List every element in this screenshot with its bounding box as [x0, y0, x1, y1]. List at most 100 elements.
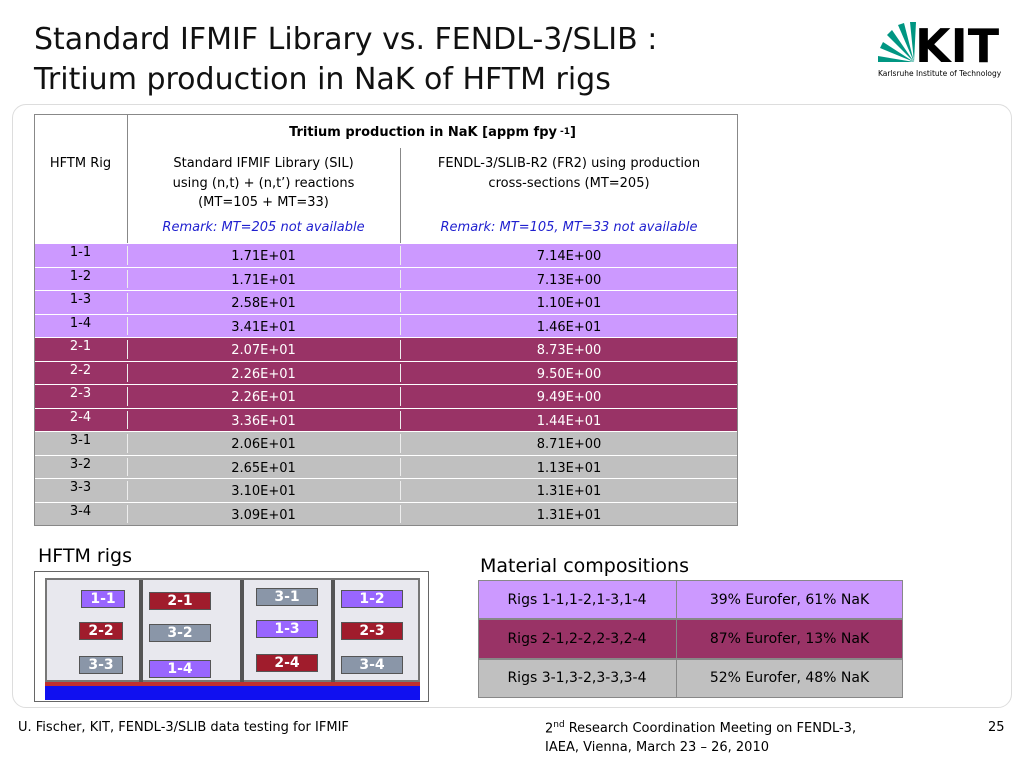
table-row	[35, 360, 737, 384]
divider	[400, 481, 401, 500]
divider	[127, 340, 128, 359]
value-cell: 7.14E+00	[536, 249, 602, 265]
divider	[127, 246, 128, 265]
table-row	[35, 454, 737, 478]
column-header: cross-sections (MT=205)	[488, 175, 650, 191]
footer-line1: Research Coordination Meeting on FENDL-3…	[568, 721, 857, 737]
divider	[400, 457, 401, 476]
group-header-text: Tritium production in NaK [appm fpy	[289, 124, 557, 140]
rig-cell: 2-2	[69, 362, 92, 378]
material-row	[478, 619, 903, 659]
table-row	[35, 337, 737, 361]
rig-cell: 2-4	[69, 409, 92, 425]
page-number: 25	[988, 720, 1005, 735]
value-cell: 2.06E+01	[231, 437, 296, 453]
rig-cell: 1-4	[69, 315, 92, 331]
table-row	[35, 290, 737, 314]
footer-num: 2	[545, 721, 554, 737]
material-row	[478, 580, 903, 620]
remark: Remark: MT=205 not available	[162, 219, 365, 235]
logo: KIT Karlsruhe Institute of Technology	[878, 19, 1002, 78]
divider	[127, 504, 128, 523]
value-cell: 1.71E+01	[231, 272, 296, 288]
rig-wall	[240, 580, 244, 682]
value-cell: 3.10E+01	[231, 484, 296, 500]
divider	[127, 410, 128, 429]
material-cell: 52% Eurofer, 48% NaK	[709, 670, 870, 687]
table-row	[35, 313, 737, 337]
value-cell: 2.26E+01	[231, 390, 296, 406]
value-cell: 7.13E+00	[536, 272, 602, 288]
rig-box: 3-3	[79, 656, 123, 674]
divider	[676, 658, 677, 698]
footer-left: U. Fischer, KIT, FENDL-3/SLIB data testi…	[18, 720, 349, 735]
blue-band	[45, 686, 420, 700]
rig-cell: 1-3	[69, 292, 92, 308]
column-header: (MT=105 + MT=33)	[198, 195, 329, 210]
rig-wall	[139, 580, 143, 682]
table-row	[35, 243, 737, 267]
column-header: Standard IFMIF Library (SIL)	[173, 156, 354, 171]
divider	[400, 504, 401, 523]
rig-cell: 2-1	[69, 339, 92, 355]
value-cell: 2.65E+01	[231, 460, 296, 476]
rig-diagram: 1-1 2-1 3-1 1-2 2-2 3-2 1-3 2-3 3-3 1-4 2-4 3-4	[34, 571, 429, 702]
group-header: Tritium production in NaK [appm fpy -1]	[127, 120, 738, 144]
rig-cell: 3-4	[69, 503, 92, 519]
value-cell: 2.07E+01	[231, 343, 296, 359]
footer-sup: nd	[553, 720, 565, 730]
divider	[127, 434, 128, 453]
value-cell: 9.49E+00	[536, 390, 602, 406]
divider	[400, 246, 401, 265]
value-cell: 2.58E+01	[231, 296, 296, 312]
rig-cell: 3-2	[69, 456, 92, 472]
divider	[400, 363, 401, 382]
divider	[400, 269, 401, 288]
value-cell: 1.46E+01	[536, 319, 602, 335]
logo-mark: KIT	[915, 19, 1000, 73]
group-header-sup: -1	[559, 127, 570, 137]
material-cell: 87% Eurofer, 13% NaK	[709, 630, 870, 647]
divider	[400, 340, 401, 359]
value-cell: 3.41E+01	[231, 319, 296, 335]
divider	[127, 481, 128, 500]
divider	[676, 619, 677, 659]
remark: Remark: MT=105, MT=33 not available	[440, 219, 698, 235]
rig-box: 1-3	[256, 620, 318, 638]
material-cell: Rigs 1-1,1-2,1-3,1-4	[507, 591, 647, 608]
value-cell: 1.44E+01	[536, 413, 602, 429]
rig-cell: 1-1	[69, 245, 92, 261]
value-cell: 1.71E+01	[231, 249, 296, 265]
red-band	[45, 682, 420, 686]
table-row	[35, 478, 737, 502]
divider	[400, 148, 401, 243]
rig-box: 2-3	[341, 622, 403, 640]
section-title: HFTM rigs	[38, 545, 132, 567]
divider	[127, 457, 128, 476]
table-row	[35, 384, 737, 408]
column-header: using (n,t) + (n,t’) reactions	[172, 175, 355, 191]
value-cell: 8.73E+00	[536, 343, 602, 359]
rig-box: 3-1	[256, 588, 318, 606]
rig-box: 3-4	[341, 656, 403, 674]
table-row	[35, 431, 737, 455]
value-cell: 1.10E+01	[536, 296, 602, 312]
rig-box: 2-1	[149, 592, 211, 610]
table-row	[35, 407, 737, 431]
divider	[400, 434, 401, 453]
divider	[676, 580, 677, 620]
title-line: Tritium production in NaK of HFTM rigs	[34, 62, 611, 97]
title-line: Standard IFMIF Library vs. FENDL-3/SLIB …	[34, 22, 658, 57]
value-cell: 8.71E+00	[536, 437, 602, 453]
column-header: FENDL-3/SLIB-R2 (FR2) using production	[437, 156, 701, 171]
divider	[400, 410, 401, 429]
rig-cell: 3-1	[69, 433, 92, 449]
section-title: Material compositions	[480, 555, 689, 577]
rig-box: 2-2	[79, 622, 123, 640]
value-cell: 9.50E+00	[536, 366, 602, 382]
rig-cell: 2-3	[69, 386, 92, 402]
value-cell: 3.09E+01	[231, 507, 296, 523]
table-row	[35, 501, 737, 525]
divider	[400, 387, 401, 406]
